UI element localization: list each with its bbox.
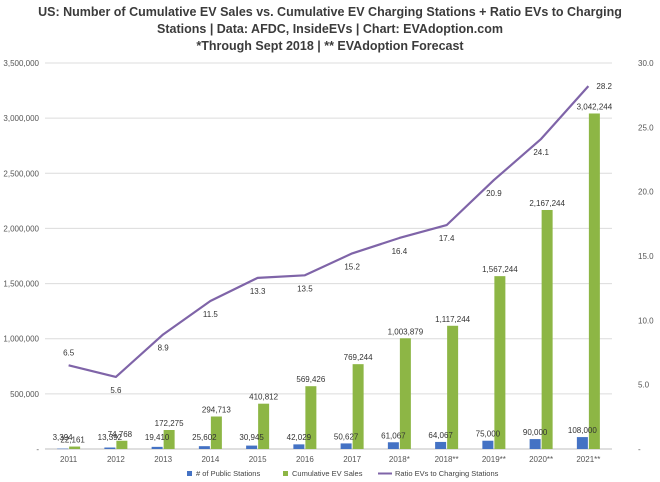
y-tick-label: 500,000: [10, 390, 39, 399]
bar-public-stations: [57, 448, 69, 450]
data-label-cumulative-ev-sales: 172,275: [155, 419, 184, 428]
y2-tick-label: 20.0: [638, 188, 654, 197]
plot-area: - 500,000 1,000,000 1,500,000 2,000,000 2,500…: [3, 59, 654, 464]
data-label-cumulative-ev-sales: 74,768: [108, 430, 133, 439]
data-label-public-stations: 3,394: [53, 433, 74, 442]
legend-label: Ratio EVs to Charging Stations: [395, 469, 499, 478]
bar-cumulative-ev-sales: [447, 325, 459, 449]
data-label-cumulative-ev-sales: 2,167,244: [529, 199, 565, 208]
data-label-public-stations: 13,392: [98, 433, 123, 442]
bar-cumulative-ev-sales: [399, 338, 411, 449]
chart-title-line-1: US: Number of Cumulative EV Sales vs. Cu…: [38, 5, 622, 19]
data-label-public-stations: 90,000: [523, 428, 548, 437]
bar-public-stations: [293, 444, 305, 449]
y2-tick-label: 10.0: [638, 316, 654, 325]
data-label-public-stations: 61,067: [381, 431, 406, 440]
y2-tick-label: 5.0: [638, 381, 650, 390]
bar-public-stations: [198, 446, 210, 449]
line-ratio-evs-to-stations: [68, 85, 590, 379]
data-label-public-stations: 25,602: [192, 433, 217, 442]
data-label-cumulative-ev-sales: 3,042,244: [577, 102, 613, 111]
x-tick-label: 2015: [249, 455, 267, 464]
x-tick-label: 2016: [296, 455, 314, 464]
data-label-public-stations: 50,627: [334, 432, 359, 441]
data-label-ratio: 28.2: [596, 82, 612, 91]
y-tick-label: 1,000,000: [3, 335, 39, 344]
legend-swatch: [187, 471, 192, 476]
y-tick-label: 2,000,000: [3, 224, 39, 233]
data-label-cumulative-ev-sales: 1,003,879: [388, 327, 424, 336]
x-tick-label: 2017: [343, 455, 361, 464]
data-label-ratio: 11.5: [203, 310, 219, 319]
y2-tick-label: 30.0: [638, 59, 654, 68]
bar-cumulative-ev-sales: [258, 403, 270, 449]
data-label-cumulative-ev-sales: 22,161: [60, 436, 85, 445]
legend-label: Cumulative EV Sales: [292, 469, 363, 478]
bar-cumulative-ev-sales: [210, 416, 222, 449]
bar-public-stations: [529, 439, 541, 449]
x-tick-label: 2014: [201, 455, 219, 464]
bar-public-stations: [576, 437, 588, 449]
data-label-ratio: 13.5: [297, 284, 313, 293]
data-label-ratio: 15.2: [344, 262, 360, 271]
data-label-ratio: 6.5: [63, 348, 75, 357]
x-tick-label: 2021**: [576, 455, 600, 464]
data-label-ratio: 16.4: [392, 247, 408, 256]
y-tick-label: -: [36, 445, 39, 454]
legend-label: # of Public Stations: [196, 469, 260, 478]
bar-cumulative-ev-sales: [116, 440, 128, 449]
data-label-ratio: 13.3: [250, 287, 266, 296]
data-label-ratio: 5.6: [110, 386, 122, 395]
data-label-cumulative-ev-sales: 1,117,244: [435, 315, 471, 324]
data-label-public-stations: 30,945: [239, 433, 264, 442]
y2-tick-label: -: [638, 445, 641, 454]
x-tick-label: 2012: [107, 455, 125, 464]
y-tick-label: 2,500,000: [3, 169, 39, 178]
data-label-cumulative-ev-sales: 1,567,244: [482, 265, 518, 274]
bar-public-stations: [435, 441, 447, 449]
bar-cumulative-ev-sales: [588, 113, 600, 449]
data-label-public-stations: 64,067: [428, 431, 453, 440]
data-label-ratio: 17.4: [439, 234, 455, 243]
data-label-ratio: 8.9: [158, 343, 170, 352]
data-label-public-stations: 19,410: [145, 433, 170, 442]
bar-public-stations: [340, 443, 352, 449]
bar-cumulative-ev-sales: [352, 364, 364, 449]
bar-cumulative-ev-sales: [494, 276, 506, 449]
data-label-cumulative-ev-sales: 294,713: [202, 405, 231, 414]
chart-title-line-2: Stations | Data: AFDC, InsideEVs | Chart…: [157, 22, 503, 36]
chart-title-line-3: *Through Sept 2018 | ** EVAdoption Forec…: [196, 39, 464, 53]
y2-tick-label: 25.0: [638, 123, 654, 132]
bar-cumulative-ev-sales: [305, 386, 317, 449]
x-tick-label: 2013: [154, 455, 172, 464]
data-label-public-stations: 42,029: [287, 433, 312, 442]
y-tick-label: 3,000,000: [3, 114, 39, 123]
y-tick-label: 3,500,000: [3, 59, 39, 68]
data-label-cumulative-ev-sales: 410,812: [249, 393, 278, 402]
y-tick-label: 1,500,000: [3, 280, 39, 289]
data-label-ratio: 24.1: [533, 148, 549, 157]
bar-public-stations: [482, 440, 494, 449]
bar-public-stations: [104, 447, 116, 449]
x-tick-label: 2018**: [435, 455, 459, 464]
x-tick-label: 2020**: [529, 455, 553, 464]
data-label-cumulative-ev-sales: 569,426: [296, 375, 325, 384]
data-label-public-stations: 75,000: [476, 430, 501, 439]
y2-tick-label: 15.0: [638, 252, 654, 261]
bar-public-stations: [151, 446, 163, 449]
legend-swatch: [283, 471, 288, 476]
bar-cumulative-ev-sales: [69, 446, 81, 449]
data-label-cumulative-ev-sales: 769,244: [344, 353, 373, 362]
x-tick-label: 2018*: [389, 455, 410, 464]
bar-public-stations: [387, 442, 399, 449]
bar-cumulative-ev-sales: [541, 209, 553, 449]
bar-public-stations: [246, 445, 258, 449]
x-tick-label: 2019**: [482, 455, 506, 464]
data-label-public-stations: 108,000: [568, 426, 597, 435]
legend: # of Public Stations Cumulative EV Sales R…: [187, 469, 499, 478]
bar-cumulative-ev-sales: [163, 430, 175, 449]
x-tick-label: 2011: [60, 455, 78, 464]
data-label-ratio: 20.9: [486, 189, 502, 198]
